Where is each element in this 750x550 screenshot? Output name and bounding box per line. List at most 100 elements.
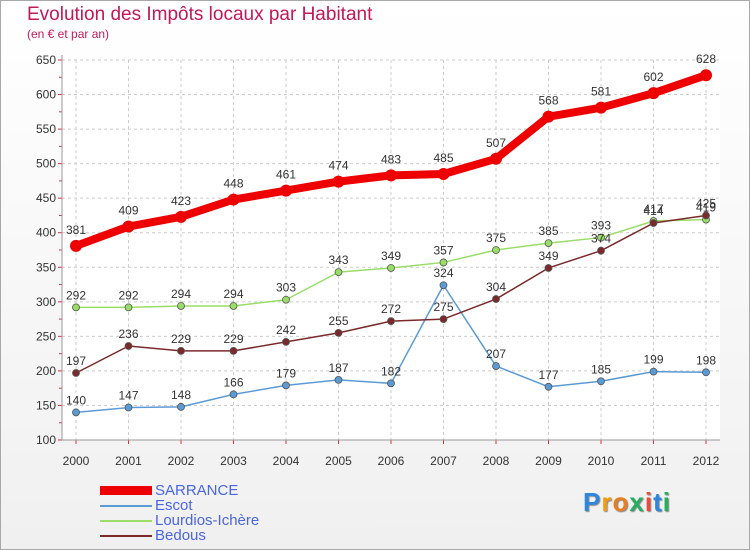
data-label: 148	[171, 388, 191, 402]
data-point	[122, 220, 135, 233]
data-point	[387, 317, 395, 326]
y-tick-label: 450	[36, 191, 56, 205]
data-point	[229, 390, 238, 399]
data-label: 185	[591, 362, 611, 376]
logo-letter: i	[644, 487, 654, 517]
legend-item-escot: Escot	[100, 497, 360, 514]
data-label: 229	[171, 332, 191, 346]
data-point	[647, 87, 660, 100]
data-point	[437, 168, 450, 180]
data-point	[597, 246, 605, 255]
legend: SARRANCE Escot Lourdios-Ichère Bedous	[100, 482, 360, 544]
data-label: 628	[696, 52, 716, 66]
data-label: 448	[223, 177, 243, 191]
data-label: 474	[328, 159, 348, 173]
y-tick-label: 600	[36, 88, 56, 102]
data-label: 166	[223, 375, 243, 389]
logo-letter: t	[653, 487, 663, 517]
data-label: 381	[66, 223, 86, 237]
data-point	[229, 346, 238, 355]
data-label: 349	[381, 249, 401, 263]
data-point	[332, 175, 345, 188]
x-tick-label: 2002	[168, 454, 195, 468]
proxiti-logo: Proxiti	[583, 487, 671, 518]
data-label: 179	[276, 366, 296, 380]
chart-title: Evolution des Impôts locaux par Habitant	[27, 4, 373, 25]
data-label: 485	[433, 151, 453, 165]
data-point	[542, 110, 555, 123]
data-point	[702, 368, 710, 377]
data-label: 324	[433, 266, 453, 280]
y-tick-label: 250	[36, 329, 56, 343]
logo-letter: P	[583, 487, 602, 517]
data-point	[387, 379, 395, 388]
data-label: 507	[486, 136, 506, 150]
data-point	[282, 381, 290, 390]
legend-label-sarrance: SARRANCE	[155, 482, 239, 499]
x-tick-label: 2005	[325, 454, 352, 468]
data-label: 292	[66, 288, 86, 302]
x-tick-label: 2009	[535, 454, 562, 468]
logo-letter: o	[612, 487, 630, 517]
data-label: 304	[486, 280, 506, 294]
y-tick-label: 150	[36, 398, 56, 412]
data-point	[544, 382, 553, 391]
data-label: 414	[643, 204, 663, 218]
data-point	[282, 295, 290, 304]
data-point	[649, 367, 658, 376]
data-label: 374	[591, 232, 611, 246]
data-point	[72, 408, 80, 417]
data-label: 294	[171, 287, 191, 301]
data-point	[124, 342, 133, 350]
data-label: 343	[328, 253, 348, 267]
data-point	[227, 193, 240, 206]
y-tick-label: 650	[36, 53, 56, 67]
data-label: 409	[118, 204, 138, 218]
data-label: 568	[538, 94, 558, 108]
data-point	[492, 362, 500, 370]
y-tick-label: 100	[36, 433, 56, 447]
legend-item-bedous: Bedous	[100, 527, 360, 544]
legend-label-bedous: Bedous	[155, 527, 206, 544]
data-label: 483	[381, 152, 401, 166]
chart-subtitle: (en € et par an)	[27, 27, 110, 41]
data-label: 177	[538, 368, 558, 382]
data-label: 199	[643, 353, 663, 367]
data-point	[282, 337, 290, 346]
data-label: 375	[486, 231, 506, 245]
x-tick-label: 2011	[641, 454, 667, 468]
data-point	[280, 184, 292, 197]
x-tick-label: 2003	[220, 454, 247, 468]
y-tick-label: 550	[36, 122, 56, 136]
x-tick-label: 2010	[588, 454, 615, 468]
data-point	[387, 264, 395, 272]
y-tick-label: 500	[36, 157, 56, 171]
data-point	[700, 69, 712, 82]
x-tick-label: 2006	[378, 454, 405, 468]
x-tick-label: 2012	[693, 454, 720, 468]
data-label: 393	[591, 219, 611, 233]
x-tick-label: 2001	[115, 454, 142, 468]
data-label: 147	[118, 389, 138, 403]
data-point	[175, 210, 187, 223]
data-label: 294	[223, 287, 243, 301]
x-tick-label: 2008	[483, 454, 510, 468]
x-tick-label: 2004	[273, 454, 300, 468]
data-point	[597, 377, 605, 386]
data-label: 140	[66, 393, 86, 407]
x-tick-label: 2000	[63, 454, 90, 468]
data-point	[385, 169, 397, 182]
data-point	[229, 302, 238, 310]
logo-letter: x	[629, 487, 645, 517]
data-point	[334, 268, 343, 277]
data-label: 425	[696, 196, 716, 210]
y-tick-label: 300	[36, 295, 56, 309]
data-label: 275	[433, 300, 453, 314]
data-point	[492, 246, 500, 254]
data-point	[334, 329, 343, 337]
data-label: 242	[276, 323, 296, 337]
data-label: 419	[696, 201, 716, 215]
legend-swatch-sarrance	[100, 486, 152, 495]
data-label: 187	[328, 361, 348, 375]
